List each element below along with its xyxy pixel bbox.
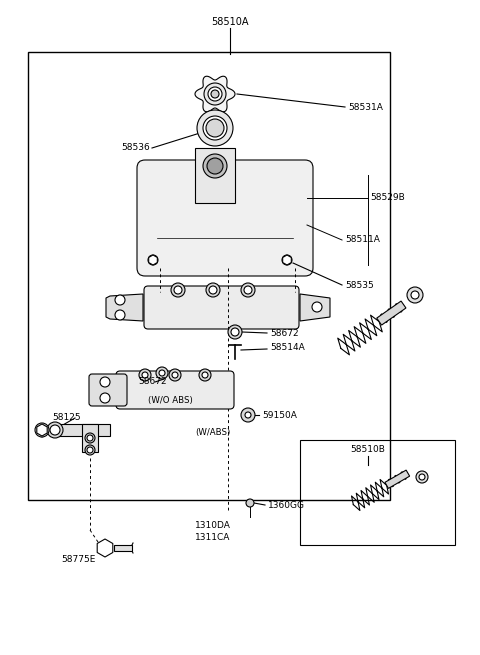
Circle shape xyxy=(171,283,185,297)
FancyBboxPatch shape xyxy=(137,160,313,276)
Text: 58535: 58535 xyxy=(345,280,374,290)
Text: 58531A: 58531A xyxy=(348,102,383,111)
Bar xyxy=(114,545,132,551)
FancyBboxPatch shape xyxy=(116,371,234,409)
Text: 58529B: 58529B xyxy=(370,193,405,202)
Circle shape xyxy=(209,286,217,294)
Circle shape xyxy=(202,372,208,378)
Circle shape xyxy=(142,372,148,378)
Circle shape xyxy=(169,369,181,381)
Text: 59150A: 59150A xyxy=(262,411,297,419)
Circle shape xyxy=(241,283,255,297)
Polygon shape xyxy=(377,301,406,325)
Text: 1310DA: 1310DA xyxy=(195,521,231,529)
Circle shape xyxy=(416,471,428,483)
Bar xyxy=(195,148,235,203)
Circle shape xyxy=(100,393,110,403)
Text: 58672: 58672 xyxy=(270,329,299,337)
Circle shape xyxy=(207,158,223,174)
Circle shape xyxy=(85,445,95,455)
Polygon shape xyxy=(149,255,157,265)
Text: 58672: 58672 xyxy=(138,377,167,386)
Circle shape xyxy=(156,367,168,379)
Polygon shape xyxy=(195,76,235,112)
Text: 58775E: 58775E xyxy=(61,555,95,565)
Circle shape xyxy=(241,408,255,422)
Text: 1311CA: 1311CA xyxy=(195,533,230,542)
Circle shape xyxy=(172,372,178,378)
Bar xyxy=(28,52,390,500)
Circle shape xyxy=(47,422,63,438)
Text: 58514A: 58514A xyxy=(270,343,305,352)
Text: 58536: 58536 xyxy=(121,143,150,153)
Circle shape xyxy=(411,291,419,299)
Circle shape xyxy=(100,377,110,387)
Circle shape xyxy=(197,110,233,146)
Circle shape xyxy=(203,116,227,140)
Circle shape xyxy=(203,154,227,178)
Polygon shape xyxy=(300,294,330,321)
FancyBboxPatch shape xyxy=(144,286,299,329)
Circle shape xyxy=(100,543,110,553)
Circle shape xyxy=(231,328,239,336)
Circle shape xyxy=(228,325,242,339)
Circle shape xyxy=(87,435,93,441)
Circle shape xyxy=(39,427,45,433)
Bar xyxy=(300,440,455,545)
Circle shape xyxy=(246,499,254,507)
Circle shape xyxy=(245,412,251,418)
Text: 1360GG: 1360GG xyxy=(268,500,305,510)
Circle shape xyxy=(208,87,222,101)
Bar xyxy=(55,424,110,436)
Circle shape xyxy=(115,310,125,320)
Circle shape xyxy=(50,425,60,435)
Circle shape xyxy=(115,295,125,305)
Circle shape xyxy=(159,370,165,376)
Circle shape xyxy=(204,83,226,105)
Circle shape xyxy=(407,287,423,303)
Circle shape xyxy=(244,286,252,294)
Circle shape xyxy=(148,255,158,265)
Text: 58511A: 58511A xyxy=(345,236,380,244)
Polygon shape xyxy=(37,424,47,436)
Text: (W/ABS): (W/ABS) xyxy=(195,428,230,436)
Circle shape xyxy=(35,423,49,437)
Circle shape xyxy=(282,255,292,265)
Polygon shape xyxy=(283,255,291,265)
Circle shape xyxy=(211,90,219,98)
Circle shape xyxy=(87,447,93,453)
Circle shape xyxy=(139,369,151,381)
Circle shape xyxy=(174,286,182,294)
Text: 58125: 58125 xyxy=(52,413,81,422)
Bar xyxy=(82,424,98,452)
Text: (W/O ABS): (W/O ABS) xyxy=(148,396,193,405)
Polygon shape xyxy=(97,539,113,557)
Circle shape xyxy=(312,302,322,312)
Circle shape xyxy=(206,119,224,137)
Circle shape xyxy=(419,474,425,480)
Polygon shape xyxy=(106,294,143,321)
Circle shape xyxy=(199,369,211,381)
Text: 58510A: 58510A xyxy=(211,17,249,27)
Text: 58510B: 58510B xyxy=(350,445,385,455)
FancyBboxPatch shape xyxy=(89,374,127,406)
Circle shape xyxy=(85,433,95,443)
Polygon shape xyxy=(385,470,409,489)
Circle shape xyxy=(206,283,220,297)
